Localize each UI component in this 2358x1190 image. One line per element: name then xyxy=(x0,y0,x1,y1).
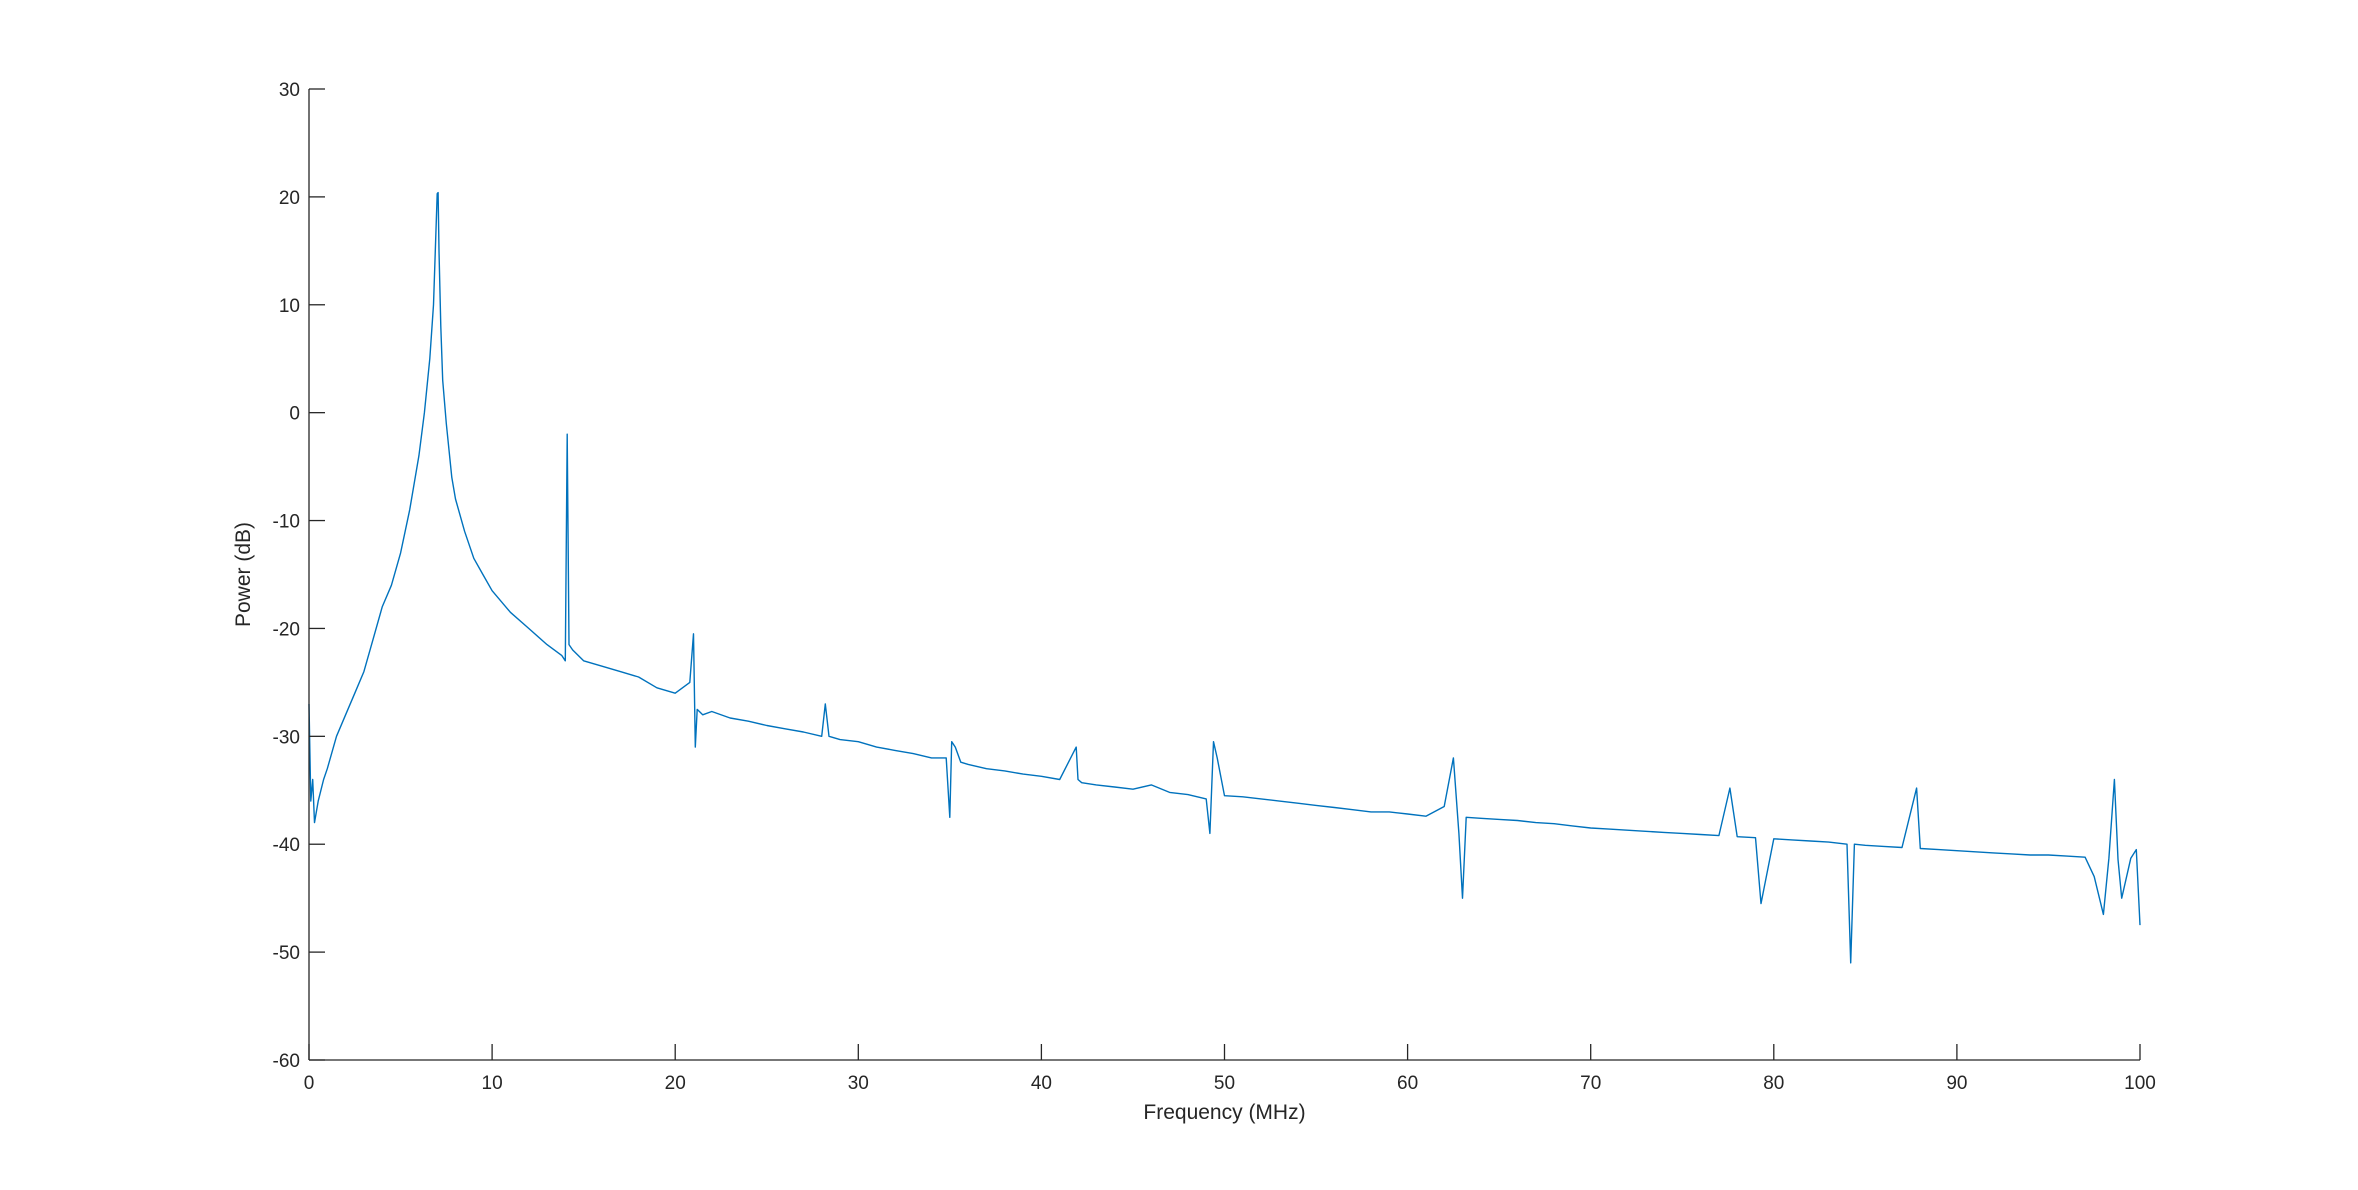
x-tick-label: 40 xyxy=(1031,1073,1052,1094)
y-tick-label: 20 xyxy=(279,188,300,209)
x-tick-label: 30 xyxy=(848,1073,869,1094)
x-tick-label: 60 xyxy=(1397,1073,1418,1094)
y-tick-label: 30 xyxy=(279,80,300,101)
x-tick-label: 10 xyxy=(482,1073,503,1094)
y-tick-label: -40 xyxy=(273,835,300,856)
y-tick-label: -10 xyxy=(273,512,300,533)
y-tick-label: 10 xyxy=(279,296,300,317)
y-axis-ticks: -60 -50 -40 -30 -20 -10 0 10 20 30 xyxy=(273,80,325,1072)
x-tick-label: 50 xyxy=(1214,1073,1235,1094)
y-tick-label: 0 xyxy=(289,404,300,425)
x-tick-label: 70 xyxy=(1580,1073,1601,1094)
spectrum-line-series-0 xyxy=(308,191,2141,964)
y-tick-label: -30 xyxy=(273,727,300,748)
y-axis-label: Power (dB) xyxy=(232,522,255,627)
y-tick-label: -60 xyxy=(273,1051,300,1072)
x-tick-label: 100 xyxy=(2124,1073,2156,1094)
x-tick-label: 80 xyxy=(1763,1073,1784,1094)
x-axis-ticks: 0 10 20 30 40 50 60 70 80 90 100 xyxy=(304,1044,2156,1094)
y-tick-label: -20 xyxy=(273,619,300,640)
x-tick-label: 20 xyxy=(665,1073,686,1094)
x-tick-label: 90 xyxy=(1946,1073,1967,1094)
plot-area xyxy=(308,191,2141,964)
x-axis-label: Frequency (MHz) xyxy=(1143,1101,1305,1124)
x-tick-label: 0 xyxy=(304,1073,315,1094)
y-tick-label: -50 xyxy=(273,943,300,964)
